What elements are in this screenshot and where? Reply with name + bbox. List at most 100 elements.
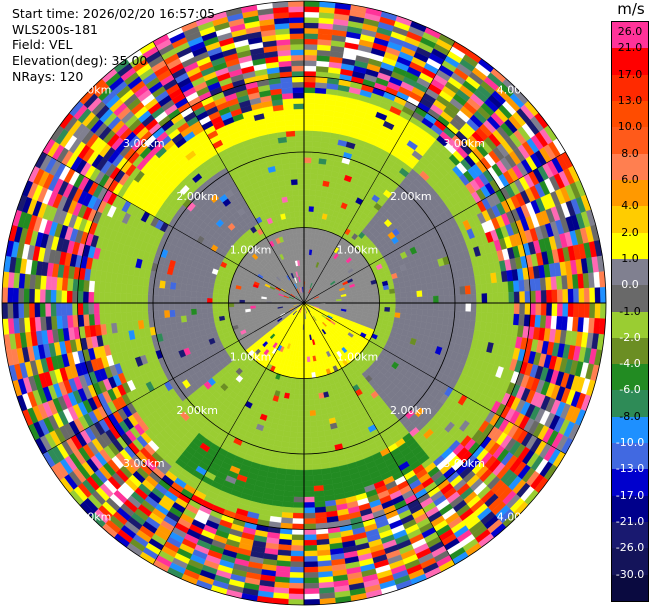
radar-gate xyxy=(308,383,314,390)
radar-gate xyxy=(426,315,433,324)
radar-gate xyxy=(367,291,374,297)
radar-gate xyxy=(201,307,208,314)
radar-gate xyxy=(411,291,418,298)
radar-gate xyxy=(314,501,326,508)
radar-gate xyxy=(379,298,386,304)
radar-gate xyxy=(288,599,305,606)
radar-gate xyxy=(196,308,203,315)
radar-gate xyxy=(233,302,240,307)
radar-gate xyxy=(303,529,317,536)
radar-gate xyxy=(303,43,318,51)
radar-gate xyxy=(406,302,413,309)
radar-gate xyxy=(465,294,472,304)
radar-gate xyxy=(282,501,294,508)
radar-gate xyxy=(384,293,391,299)
radar-gate xyxy=(303,227,309,234)
radar-gate xyxy=(308,394,315,401)
radar-gate xyxy=(378,290,385,296)
radar-gate xyxy=(286,463,296,471)
radar-gate xyxy=(491,282,499,294)
radar-gate xyxy=(314,98,326,105)
radar-gate xyxy=(303,6,320,13)
radar-gate xyxy=(465,302,472,312)
radar-gate xyxy=(303,485,315,492)
radar-gate xyxy=(131,311,138,322)
radar-gate xyxy=(312,469,323,476)
radar-gate xyxy=(411,296,418,304)
radar-gate xyxy=(244,305,251,310)
radar-gate xyxy=(315,517,328,524)
radar-gate xyxy=(422,302,429,310)
radar-gate xyxy=(306,361,311,368)
radar-gate xyxy=(314,506,327,514)
radar-gate xyxy=(303,70,317,77)
radar-gate xyxy=(185,314,193,322)
radar-gate xyxy=(291,534,305,541)
radar-gate xyxy=(421,309,429,317)
radar-gate xyxy=(298,405,305,412)
radar-gate xyxy=(282,430,291,438)
radar-gate xyxy=(368,302,375,307)
radar-gate xyxy=(223,310,230,316)
radar-gate xyxy=(206,307,213,314)
radar-gate xyxy=(293,394,300,401)
radar-gate xyxy=(411,308,418,315)
radar-gate xyxy=(310,436,319,444)
radar-gate xyxy=(303,475,314,482)
radar-gate xyxy=(309,184,317,191)
radar-gate xyxy=(303,362,308,368)
radar-gate xyxy=(306,351,310,358)
radar-gate xyxy=(562,289,569,304)
radar-gate xyxy=(438,302,445,311)
radar-gate xyxy=(285,474,296,481)
radar-gate xyxy=(303,17,320,24)
radar-gate xyxy=(281,436,291,443)
radar-gate xyxy=(294,469,305,476)
radar-gate xyxy=(310,173,318,180)
radar-gate xyxy=(421,283,428,291)
radar-gate xyxy=(196,313,203,321)
radar-gate xyxy=(303,168,312,174)
radar-gate xyxy=(513,302,520,315)
radar-gate xyxy=(368,299,375,304)
radar-gate xyxy=(315,184,323,192)
radar-gate xyxy=(298,394,305,401)
radar-gate xyxy=(303,432,312,438)
radar-gate xyxy=(303,0,320,7)
radar-gate xyxy=(314,103,326,111)
radar-gate xyxy=(518,314,525,327)
radar-gate xyxy=(289,431,298,438)
radar-gate xyxy=(163,309,171,318)
radar-gate xyxy=(317,436,327,443)
radar-gate xyxy=(583,287,590,304)
radar-gate xyxy=(191,314,198,321)
radar-gate xyxy=(284,485,295,492)
radar-gate xyxy=(290,550,305,557)
radar-gate xyxy=(290,561,305,568)
radar-gate xyxy=(312,135,322,143)
radar-gate xyxy=(292,518,305,525)
radar-gate xyxy=(212,307,219,313)
radar-gate xyxy=(289,436,298,444)
radar-gate xyxy=(395,297,402,304)
radar-gate xyxy=(486,292,493,304)
radar-gate xyxy=(310,431,319,438)
radar-gate xyxy=(383,289,390,295)
radar-gate xyxy=(293,502,305,509)
radar-gate xyxy=(415,314,423,322)
radar-gate xyxy=(303,216,309,223)
radar-gate xyxy=(303,173,311,180)
radar-gate xyxy=(315,190,322,197)
radar-gate xyxy=(290,420,298,428)
radar-gate xyxy=(303,141,313,147)
radar-gate xyxy=(540,290,547,304)
radar-gate xyxy=(405,285,412,293)
radar-gate xyxy=(303,405,310,412)
radar-gate xyxy=(303,410,311,417)
radar-gate xyxy=(303,22,319,29)
radar-gate xyxy=(410,285,417,292)
radar-gate xyxy=(293,496,305,503)
radar-gate xyxy=(303,496,315,503)
radar-gate xyxy=(303,464,313,471)
